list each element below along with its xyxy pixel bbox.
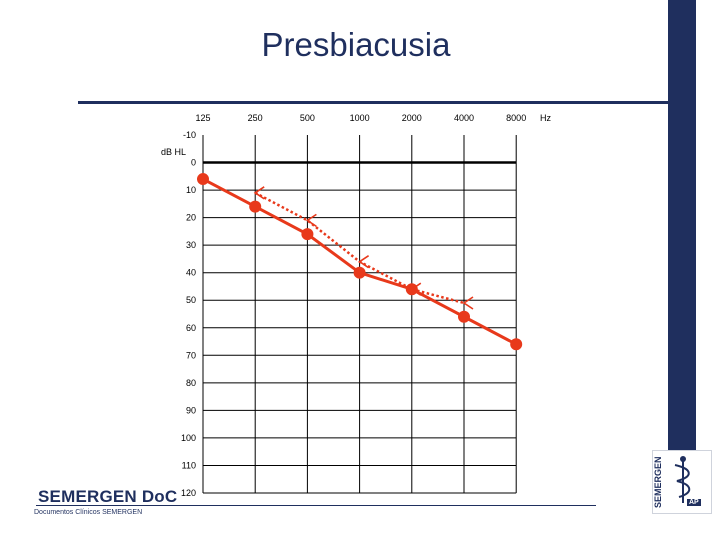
y-tick-label: 50 bbox=[186, 295, 196, 305]
data-point-bracket bbox=[410, 282, 422, 296]
data-point-circle bbox=[301, 228, 314, 241]
brand-name: SEMERGEN DoC bbox=[38, 487, 178, 506]
data-point-bracket bbox=[305, 213, 317, 228]
y-tick-label: 20 bbox=[186, 213, 196, 223]
data-point-circle bbox=[353, 266, 366, 279]
chart-series bbox=[197, 173, 523, 351]
data-point-bracket bbox=[462, 296, 474, 310]
y-tick-label: 0 bbox=[191, 158, 196, 168]
data-point-circle bbox=[249, 200, 262, 213]
x-tick-label: 4000 bbox=[454, 113, 474, 123]
data-point-bracket bbox=[253, 186, 265, 200]
y-tick-label: 90 bbox=[186, 405, 196, 415]
title-underline bbox=[78, 101, 694, 104]
y-tick-label: -10 bbox=[183, 130, 196, 140]
data-point-bracket bbox=[358, 255, 370, 269]
data-point-circle bbox=[197, 173, 209, 186]
brand-subtitle: Documentos Clínicos SEMERGEN bbox=[34, 509, 143, 516]
y-tick-label: 30 bbox=[186, 240, 196, 250]
data-point-circle bbox=[458, 310, 470, 323]
x-tick-label: 500 bbox=[300, 113, 315, 123]
brand-rule bbox=[36, 505, 596, 506]
y-axis-label: dB HL bbox=[161, 147, 186, 157]
right-accent-bar bbox=[668, 0, 696, 458]
x-tick-labels: 125 250 500 1000 2000 4000 8000 bbox=[195, 113, 526, 123]
slide-title: Presbiacusia bbox=[261, 26, 451, 63]
y-tick-labels: -10 0 10 20 30 40 50 60 70 80 90 100 110 120 bbox=[181, 130, 196, 498]
y-tick-label: 120 bbox=[181, 488, 196, 498]
x-tick-label: 8000 bbox=[506, 113, 526, 123]
x-tick-label: 1000 bbox=[350, 113, 370, 123]
logo-badge: AP bbox=[687, 499, 701, 506]
x-tick-label: 2000 bbox=[402, 113, 422, 123]
chart-grid bbox=[202, 135, 517, 494]
y-tick-label: 10 bbox=[186, 185, 196, 195]
y-tick-label: 60 bbox=[186, 323, 196, 333]
data-point-circle bbox=[510, 338, 523, 351]
y-tick-label: 100 bbox=[181, 433, 196, 443]
y-tick-label: 80 bbox=[186, 378, 196, 388]
y-tick-label: 40 bbox=[186, 268, 196, 278]
y-tick-label: 110 bbox=[182, 460, 196, 470]
y-tick-label: 70 bbox=[186, 350, 196, 360]
x-tick-label: 250 bbox=[248, 113, 263, 123]
x-tick-label: 125 bbox=[195, 113, 210, 123]
semergen-logo: SEMERGEN AP bbox=[652, 450, 712, 514]
caduceus-icon bbox=[674, 456, 691, 503]
x-axis-unit: Hz bbox=[540, 113, 551, 123]
